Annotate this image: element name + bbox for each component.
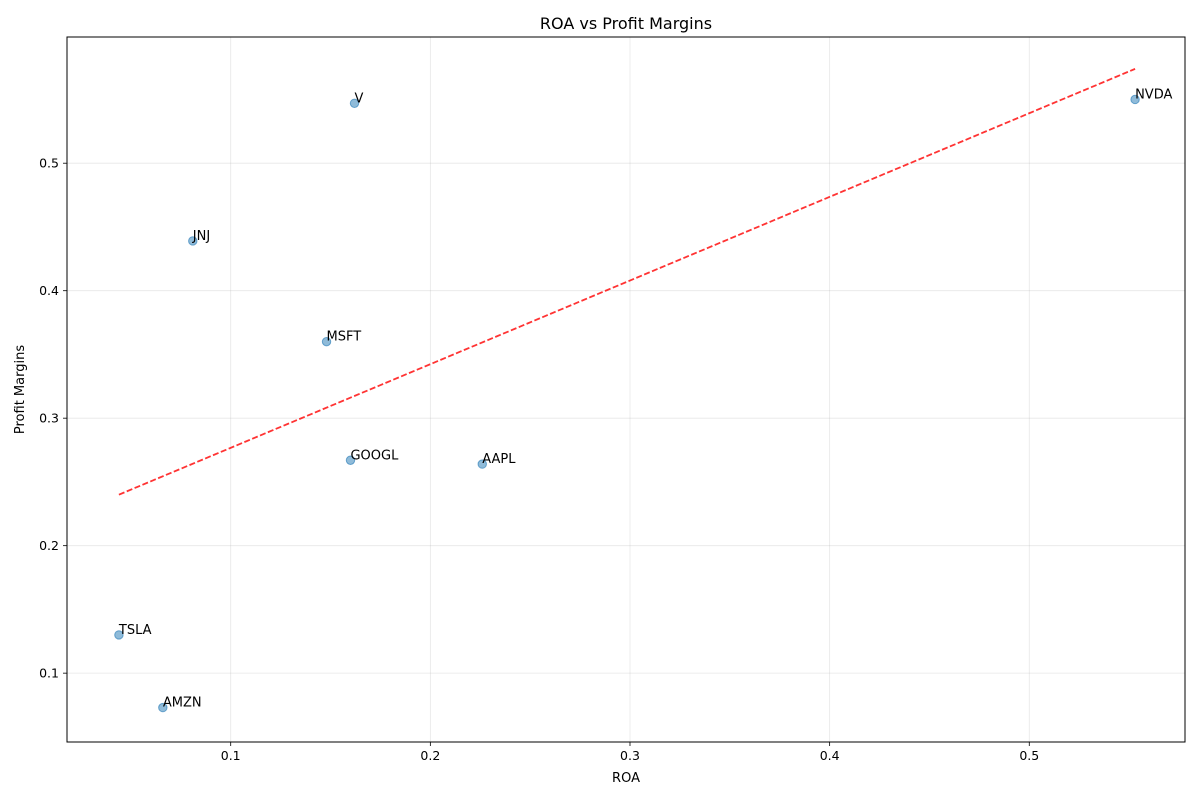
- y-tick-label: 0.3: [39, 411, 59, 426]
- axis-ticks: 0.1 0.2 0.3 0.4 0.5 0.1 0.2 0.3 0.4 0.5: [39, 156, 1039, 763]
- y-tick-label: 0.4: [39, 283, 59, 298]
- data-point-label: AMZN: [163, 696, 202, 711]
- plot-frame: [66, 36, 1186, 743]
- x-tick-label: 0.5: [1019, 748, 1039, 763]
- data-point: [321, 336, 332, 347]
- data-point: [188, 236, 198, 246]
- x-tick-label: 0.3: [620, 748, 640, 763]
- x-tick-label: 0.2: [420, 748, 440, 763]
- data-point-label: TSLA: [118, 623, 152, 638]
- y-axis-label: Profit Margins: [13, 345, 28, 434]
- data-point: [1130, 94, 1140, 105]
- data-point-label: MSFT: [327, 330, 362, 345]
- trend-line: [118, 68, 1136, 496]
- y-tick-label: 0.5: [39, 156, 59, 171]
- data-point-label: AAPL: [482, 452, 516, 467]
- x-axis-label: ROA: [612, 771, 640, 786]
- chart-title: ROA vs Profit Margins: [540, 14, 712, 33]
- data-point-label: NVDA: [1135, 87, 1172, 102]
- data-point-label: V: [354, 91, 363, 106]
- grid-lines: [67, 37, 1185, 742]
- data-point: [349, 98, 360, 108]
- data-point-label: GOOGL: [350, 448, 399, 463]
- y-tick-label: 0.1: [39, 666, 59, 681]
- data-point-label: JNJ: [192, 229, 210, 244]
- data-point: [158, 702, 168, 713]
- data-point: [114, 630, 124, 640]
- data-points: NVDA V JNJ MSFT GOOGL AAPL TSLA AMZN: [114, 87, 1172, 713]
- x-tick-label: 0.1: [221, 748, 241, 763]
- x-tick-label: 0.4: [820, 748, 840, 763]
- data-point: [345, 455, 356, 465]
- y-tick-label: 0.2: [39, 538, 59, 553]
- data-point: [477, 459, 487, 469]
